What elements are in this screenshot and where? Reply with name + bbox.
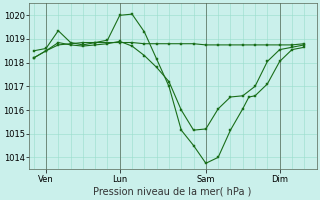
X-axis label: Pression niveau de la mer( hPa ): Pression niveau de la mer( hPa ) <box>93 187 252 197</box>
